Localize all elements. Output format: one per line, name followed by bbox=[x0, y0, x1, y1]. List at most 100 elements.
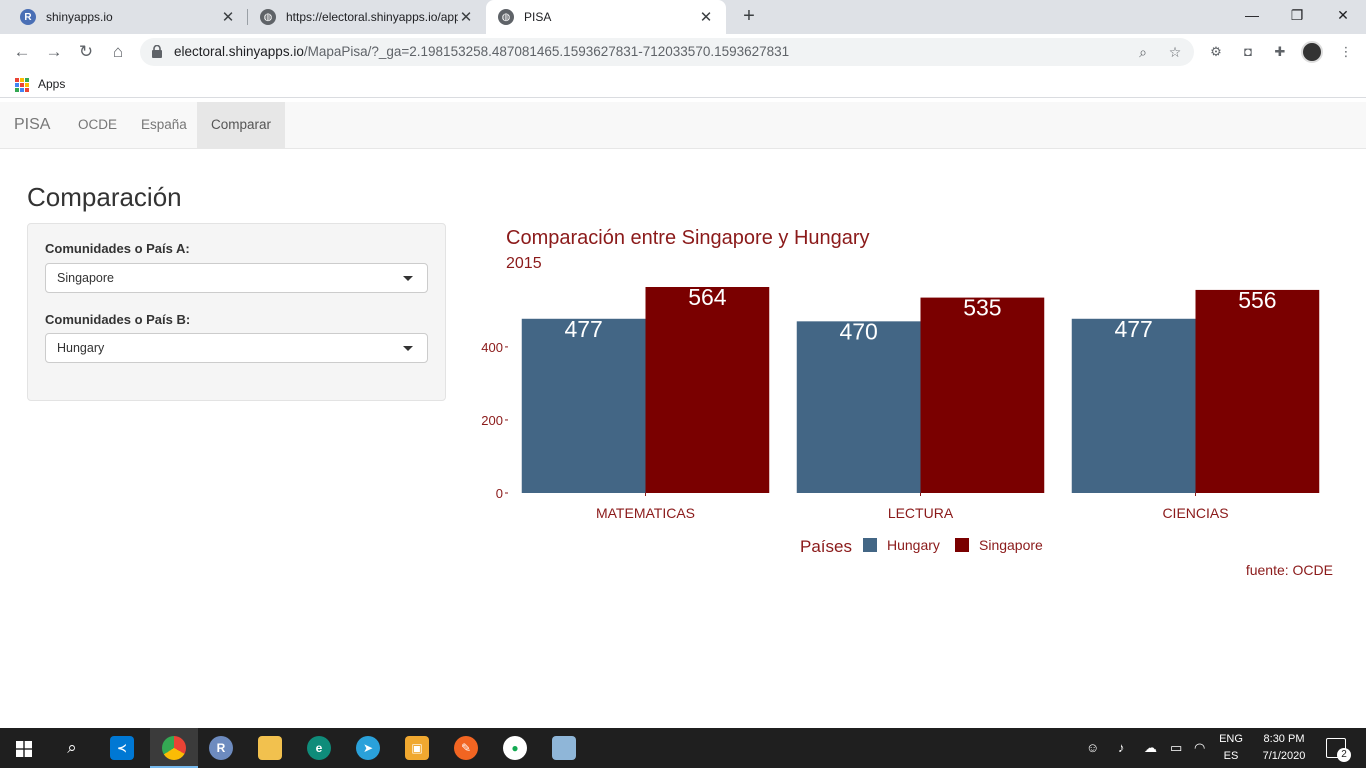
bar-singapore-matematicas bbox=[645, 287, 770, 493]
windows-taskbar: ⌕ ≺ R e ➤ ▣ ✎ ● ☺ ♪ ☁ ▭ ◠ ENG ES 8:30 PM… bbox=[0, 728, 1366, 768]
notification-count-badge: 2 bbox=[1337, 748, 1351, 762]
x-axis: MATEMATICAS LECTURA CIENCIAS bbox=[596, 493, 1229, 521]
y-axis: 0 200 400 bbox=[481, 340, 508, 501]
back-button[interactable]: ← bbox=[13, 42, 31, 61]
data-label: 564 bbox=[688, 284, 727, 310]
chart-title: Comparación entre Singapore y Hungary bbox=[506, 227, 870, 249]
profile-avatar[interactable] bbox=[1301, 41, 1323, 63]
minimize-button[interactable]: — bbox=[1245, 7, 1259, 23]
reload-button[interactable]: ↻ bbox=[78, 42, 94, 61]
volume-icon[interactable]: ♪ bbox=[1118, 740, 1125, 755]
nav-ocde[interactable]: OCDE bbox=[78, 117, 118, 132]
x-tick-label: MATEMATICAS bbox=[596, 505, 695, 521]
app-navbar: PISA OCDE España Comparar bbox=[0, 102, 1366, 149]
windows-start-icon[interactable] bbox=[16, 741, 32, 757]
telegram-icon[interactable]: ➤ bbox=[356, 736, 380, 760]
zoom-icon[interactable]: ⌕ bbox=[1139, 44, 1147, 60]
globe-icon: ◍ bbox=[260, 9, 276, 25]
chart-caption: fuente: OCDE bbox=[1246, 562, 1333, 578]
postman-icon[interactable]: ✎ bbox=[454, 736, 478, 760]
legend-label-singapore: Singapore bbox=[979, 537, 1043, 553]
language-indicator[interactable]: ENG bbox=[1219, 733, 1243, 745]
onedrive-icon[interactable]: ☁ bbox=[1144, 740, 1157, 755]
browser-toolbar: ← → ↻ ⌂ electoral.shinyapps.io/MapaPisa/… bbox=[0, 34, 1366, 70]
apps-grid-icon[interactable] bbox=[15, 78, 29, 92]
bar-hungary-lectura bbox=[796, 321, 921, 493]
data-label: 477 bbox=[1114, 316, 1152, 342]
clock-time[interactable]: 8:30 PM bbox=[1263, 733, 1305, 745]
country-b-value: Hungary bbox=[57, 341, 105, 355]
x-tick-label: LECTURA bbox=[888, 505, 954, 521]
forward-button[interactable]: → bbox=[45, 42, 63, 61]
extension-shield-icon[interactable]: ◘ bbox=[1244, 44, 1252, 59]
chevron-down-icon bbox=[403, 276, 413, 281]
tab-title: https://electoral.shinyapps.io/app bbox=[286, 10, 458, 24]
r-app-icon[interactable]: R bbox=[209, 736, 233, 760]
menu-kebab-icon[interactable]: ⋮ bbox=[1339, 44, 1353, 59]
home-button[interactable]: ⌂ bbox=[112, 42, 124, 61]
nav-comparar[interactable]: Comparar bbox=[197, 102, 286, 148]
bookmark-star-icon[interactable]: ☆ bbox=[1168, 44, 1182, 60]
y-tick-label: 0 bbox=[496, 486, 503, 501]
url-text: electoral.shinyapps.io/MapaPisa/?_ga=2.1… bbox=[174, 44, 789, 59]
battery-icon[interactable]: ▭ bbox=[1170, 740, 1183, 755]
country-b-select[interactable]: Hungary bbox=[45, 333, 428, 363]
edge-icon[interactable]: e bbox=[307, 736, 331, 760]
tab-title: shinyapps.io bbox=[46, 10, 113, 24]
globe-icon: ◍ bbox=[498, 9, 514, 25]
chrome-icon[interactable] bbox=[162, 736, 186, 760]
tab-title: PISA bbox=[524, 10, 552, 24]
tab-electoral[interactable]: ◍ https://electoral.shinyapps.io/app ✕ bbox=[248, 0, 486, 34]
chart-legend: Países Hungary Singapore bbox=[800, 537, 1043, 556]
tab-shinyapps[interactable]: R shinyapps.io ✕ bbox=[8, 0, 248, 34]
extensions-puzzle-icon[interactable]: ✚ bbox=[1274, 44, 1286, 59]
page-title: Comparación bbox=[27, 182, 182, 212]
url-path: /MapaPisa/?_ga=2.198153258.487081465.159… bbox=[303, 44, 790, 59]
y-tick-label: 400 bbox=[481, 340, 503, 355]
notes-app-icon[interactable] bbox=[552, 736, 576, 760]
bar-singapore-ciencias bbox=[1195, 289, 1320, 493]
close-icon[interactable]: ✕ bbox=[459, 9, 473, 26]
tab-separator bbox=[247, 9, 248, 25]
comparison-bar-chart: Comparación entre Singapore y Hungary 20… bbox=[481, 227, 1333, 578]
address-bar[interactable]: electoral.shinyapps.io/MapaPisa/?_ga=2.1… bbox=[140, 38, 1194, 66]
clock-date[interactable]: 7/1/2020 bbox=[1262, 750, 1306, 762]
window-close-button[interactable]: ✕ bbox=[1337, 7, 1349, 23]
vscode-icon[interactable]: ≺ bbox=[110, 736, 134, 760]
data-label: 477 bbox=[564, 316, 602, 342]
country-a-select[interactable]: Singapore bbox=[45, 263, 428, 293]
legend-swatch-hungary bbox=[863, 538, 877, 552]
people-icon[interactable]: ☺ bbox=[1086, 740, 1100, 755]
virtualbox-icon[interactable]: ▣ bbox=[405, 736, 429, 760]
country-a-value: Singapore bbox=[57, 271, 114, 285]
new-tab-button[interactable]: + bbox=[743, 5, 755, 27]
bar-hungary-matematicas bbox=[521, 318, 646, 493]
data-label: 535 bbox=[963, 295, 1001, 321]
close-icon[interactable]: ✕ bbox=[221, 9, 235, 26]
keyboard-layout-indicator[interactable]: ES bbox=[1223, 750, 1239, 762]
bar-hungary-ciencias bbox=[1071, 318, 1196, 493]
legend-title: Países bbox=[800, 537, 852, 556]
data-label: 556 bbox=[1238, 287, 1276, 313]
nav-espana[interactable]: España bbox=[141, 117, 187, 132]
y-tick-label: 200 bbox=[481, 413, 503, 428]
restore-button[interactable]: ❐ bbox=[1290, 7, 1304, 23]
close-icon[interactable]: ✕ bbox=[699, 9, 713, 26]
legend-swatch-singapore bbox=[955, 538, 969, 552]
notifications-icon[interactable]: 2 bbox=[1326, 738, 1351, 762]
browser-tab-strip: R shinyapps.io ✕ ◍ https://electoral.shi… bbox=[0, 0, 1366, 34]
r-logo-icon: R bbox=[20, 9, 36, 25]
tab-pisa[interactable]: ◍ PISA ✕ bbox=[486, 0, 726, 34]
wifi-icon[interactable]: ◠ bbox=[1194, 740, 1206, 755]
bookmark-apps[interactable]: Apps bbox=[38, 77, 66, 91]
x-tick-label: CIENCIAS bbox=[1162, 505, 1228, 521]
extension-translate-icon[interactable]: ⚙ bbox=[1210, 44, 1222, 59]
sidebar-panel: Comunidades o País A: Singapore Comunida… bbox=[27, 223, 446, 401]
lock-icon bbox=[152, 45, 162, 58]
file-explorer-icon[interactable] bbox=[258, 736, 282, 760]
search-icon[interactable]: ⌕ bbox=[67, 738, 77, 757]
mongodb-icon[interactable]: ● bbox=[503, 736, 527, 760]
app-brand[interactable]: PISA bbox=[14, 116, 51, 133]
data-label: 470 bbox=[839, 318, 877, 344]
chart-subtitle: 2015 bbox=[506, 255, 542, 272]
